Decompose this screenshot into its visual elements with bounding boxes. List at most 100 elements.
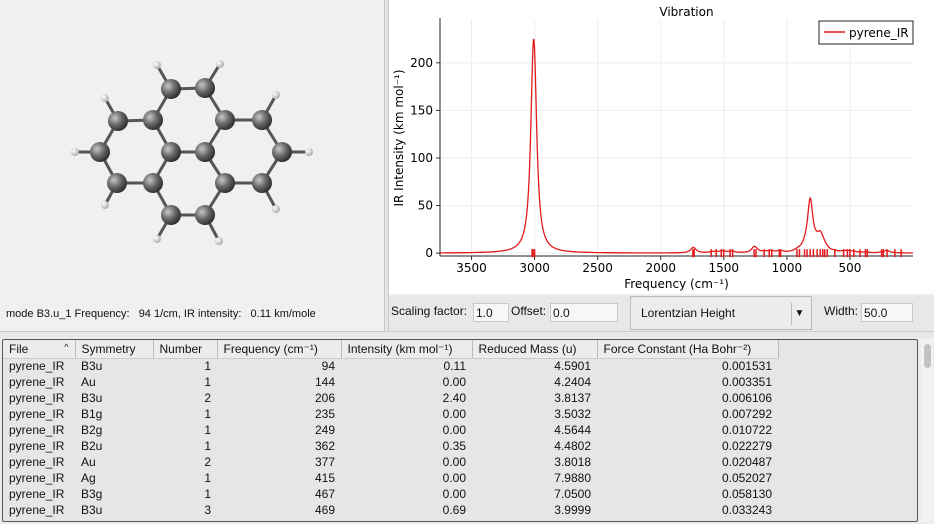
column-header-symmetry[interactable]: Symmetry	[75, 340, 154, 359]
y-tick-label: 200	[410, 56, 433, 70]
table-row[interactable]: pyrene_IR Ag 1 415 0.00 7.9880 0.052027	[3, 470, 778, 486]
column-header-force-constant[interactable]: Force Constant (Ha Bohr⁻²)	[597, 340, 779, 359]
hydrogen-atom	[153, 61, 161, 69]
table-cell: 2	[204, 391, 211, 405]
lineshape-dropdown[interactable]: Lorentzian Height ▼	[630, 296, 812, 330]
table-cell: 0.010722	[721, 423, 772, 437]
carbon-atom	[195, 142, 215, 162]
hydrogen-atom	[71, 148, 79, 156]
table-cell: pyrene_IR	[9, 455, 65, 469]
table-cell: pyrene_IR	[9, 375, 65, 389]
carbon-atom	[161, 79, 181, 99]
table-cell: pyrene_IR	[9, 407, 65, 421]
carbon-atom	[90, 142, 110, 162]
table-row[interactable]: pyrene_IR B3g 1 467 0.00 7.0500 0.058130	[3, 486, 778, 502]
table-cell: 0.020487	[721, 455, 772, 469]
table-cell: 3.9999	[554, 503, 591, 517]
legend-box	[818, 20, 914, 45]
table-cell: Ag	[81, 471, 96, 485]
table-row[interactable]: pyrene_IR B2g 1 249 0.00 4.5644 0.010722	[3, 422, 778, 438]
table-cell: 3.8137	[554, 391, 591, 405]
table-cell: 7.0500	[554, 487, 591, 501]
table-cell: 1	[204, 439, 211, 453]
table-cell: 249	[314, 423, 335, 437]
table-cell: 1	[204, 359, 211, 374]
carbon-atom	[161, 142, 181, 162]
table-cell: 7.9880	[554, 471, 591, 485]
horizontal-splitter[interactable]	[0, 331, 934, 338]
x-tick-label: 500	[838, 261, 861, 275]
pyrene-molecule-3d[interactable]	[0, 0, 384, 300]
table-cell: 144	[314, 375, 335, 389]
carbon-atom	[143, 173, 163, 193]
table-scrollbar[interactable]	[921, 339, 933, 522]
table-cell: 469	[314, 503, 335, 517]
sort-ascending-icon: ^	[64, 341, 69, 352]
table-cell: 362	[314, 439, 335, 453]
table-cell: B3u	[81, 391, 103, 405]
table-cell: pyrene_IR	[9, 487, 65, 501]
table-cell: 0.00	[442, 375, 466, 389]
table-row[interactable]: pyrene_IR B3u 2 206 2.40 3.8137 0.006106	[3, 390, 778, 406]
table-cell: 0.033243	[721, 503, 772, 517]
table-cell: pyrene_IR	[9, 359, 65, 374]
chart-title: Vibration	[659, 5, 713, 19]
column-header-intensity[interactable]: Intensity (km mol⁻¹)	[341, 340, 473, 359]
table-cell: 0.00	[442, 471, 466, 485]
scaling-factor-input[interactable]: 1.0	[473, 303, 509, 322]
table-cell: 1	[204, 375, 211, 389]
carbon-atom	[215, 110, 235, 130]
table-row[interactable]: pyrene_IR B3u 3 469 0.69 3.9999 0.033243	[3, 502, 778, 518]
table-cell: 467	[314, 487, 335, 501]
offset-input[interactable]: 0.0	[550, 303, 618, 322]
column-header-file[interactable]: File ^	[3, 340, 76, 359]
mode-status-text: mode B3.u_1 Frequency: 94 1/cm, IR inten…	[6, 308, 316, 320]
table-cell: 4.5901	[554, 359, 591, 374]
table-row[interactable]: pyrene_IR B2u 1 362 0.35 4.4802 0.022279	[3, 438, 778, 454]
y-tick-label: 0	[425, 246, 433, 260]
table-cell: 0.003351	[721, 375, 772, 389]
legend-label: pyrene_IR	[849, 26, 909, 40]
column-header-number[interactable]: Number	[153, 340, 218, 359]
table-cell: B3u	[81, 359, 103, 374]
table-header-row: File ^ Symmetry Number Frequency (cm⁻¹) I…	[3, 340, 779, 359]
table-row[interactable]: pyrene_IR Au 1 144 0.00 4.2404 0.003351	[3, 374, 778, 390]
table-cell: B3g	[81, 487, 103, 501]
width-label: Width:	[824, 304, 859, 318]
modes-table[interactable]: File ^ Symmetry Number Frequency (cm⁻¹) I…	[2, 339, 918, 522]
hydrogen-atom	[305, 148, 313, 156]
table-cell: 3	[204, 503, 211, 517]
table-cell: pyrene_IR	[9, 471, 65, 485]
x-axis-label: Frequency (cm⁻¹)	[624, 277, 729, 291]
table-cell: 377	[314, 455, 335, 469]
table-cell: 0.00	[442, 455, 466, 469]
spectrum-controls: Scaling factor: 1.0 Offset: 0.0 Lorentzi…	[389, 296, 934, 331]
table-row[interactable]: pyrene_IR Au 2 377 0.00 3.8018 0.020487	[3, 454, 778, 470]
vertical-splitter[interactable]	[384, 0, 389, 331]
table-cell: B2g	[81, 423, 103, 437]
table-cell: 0.022279	[721, 439, 772, 453]
carbon-atom	[108, 111, 128, 131]
table-cell: pyrene_IR	[9, 503, 65, 517]
hydrogen-atom	[272, 205, 280, 213]
table-row[interactable]: pyrene_IR B3u 1 94 0.11 4.5901 0.001531	[3, 358, 778, 374]
carbon-atom	[195, 78, 215, 98]
table-cell: B2u	[81, 439, 103, 453]
table-cell: 206	[314, 391, 335, 405]
table-row[interactable]: pyrene_IR B1g 1 235 0.00 3.5032 0.007292	[3, 406, 778, 422]
column-header-frequency[interactable]: Frequency (cm⁻¹)	[217, 340, 342, 359]
table-cell: 94	[321, 359, 335, 374]
table-cell: 0.058130	[721, 487, 772, 501]
hydrogen-atom	[153, 235, 161, 243]
table-cell: 0.35	[442, 439, 466, 453]
hydrogen-atom	[216, 60, 224, 68]
table-cell: Au	[81, 375, 96, 389]
molecule-viewer[interactable]: mode B3.u_1 Frequency: 94 1/cm, IR inten…	[0, 0, 384, 331]
carbon-atom	[215, 173, 235, 193]
scrollbar-thumb[interactable]	[924, 344, 931, 368]
table-cell: 0.00	[442, 407, 466, 421]
width-input[interactable]: 50.0	[861, 303, 913, 322]
table-cell: Au	[81, 455, 96, 469]
column-header-reduced-mass[interactable]: Reduced Mass (u)	[472, 340, 598, 359]
table-cell: 0.006106	[721, 391, 772, 405]
